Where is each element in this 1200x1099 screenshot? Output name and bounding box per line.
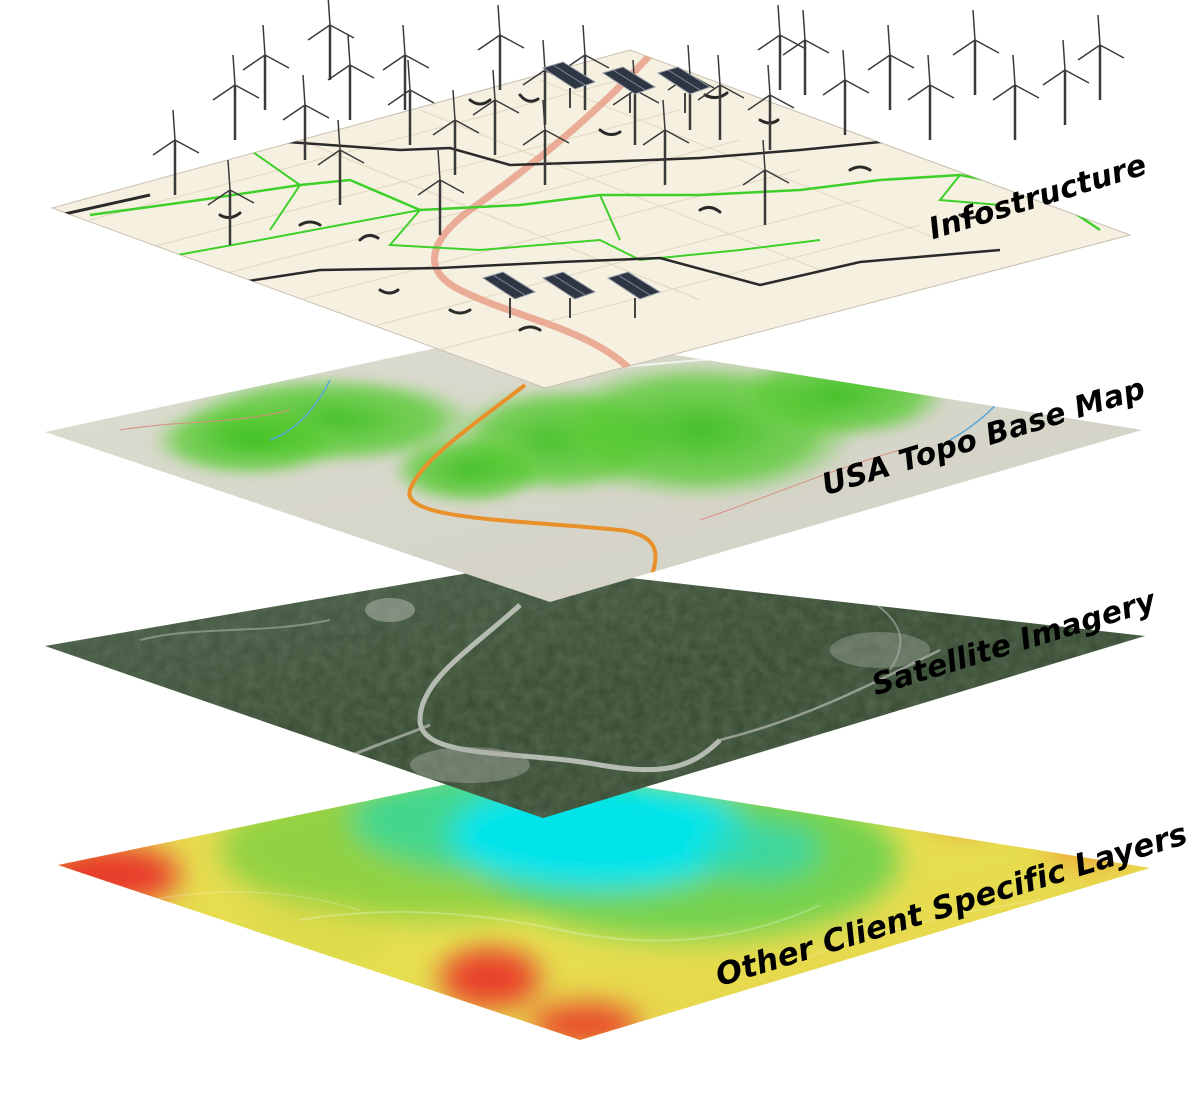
solar-panel-icon	[656, 66, 712, 113]
wind-turbine-icon	[242, 24, 290, 110]
wind-turbine-icon	[432, 89, 480, 175]
wind-turbine-icon	[697, 54, 745, 140]
wind-turbine-icon	[382, 24, 430, 110]
solar-panel-icon	[601, 66, 657, 113]
wind-turbine-icon	[327, 34, 375, 120]
wind-turbine-icon	[907, 54, 955, 140]
solar-panel-icon	[606, 271, 662, 318]
wind-turbine-icon	[477, 4, 525, 90]
wind-turbine-icon	[472, 69, 520, 155]
solar-panel-icon	[541, 271, 597, 318]
wind-turbine-icon	[742, 139, 790, 225]
wind-turbine-icon	[992, 54, 1040, 140]
solar-panel-icon	[541, 61, 597, 108]
wind-turbine-icon	[387, 59, 435, 145]
usa-topo-base-map-layer	[45, 330, 1142, 602]
wind-turbine-icon	[212, 54, 260, 140]
wind-turbine-icon	[747, 64, 795, 150]
solar-panel-icon	[481, 271, 537, 318]
wind-turbine-icon	[867, 24, 915, 110]
wind-turbine-icon	[417, 149, 465, 235]
solar-panel-group	[481, 61, 712, 318]
wind-turbine-icon	[952, 9, 1000, 95]
satellite-imagery-layer	[45, 565, 1145, 818]
wind-turbine-icon	[317, 119, 365, 205]
wind-turbine-icon	[522, 99, 570, 185]
wind-turbine-icon	[307, 0, 355, 80]
wind-turbine-icon	[782, 9, 830, 95]
wind-turbine-icon	[642, 99, 690, 185]
wind-turbine-icon	[822, 49, 870, 135]
wind-turbine-icon	[1077, 14, 1125, 100]
wind-turbine-icon	[282, 74, 330, 160]
wind-turbine-icon	[207, 159, 255, 245]
wind-turbine-icon	[757, 4, 805, 90]
wind-turbine-icon	[1042, 39, 1090, 125]
infostructure-layer	[50, 0, 1132, 389]
wind-turbine-icon	[152, 109, 200, 195]
